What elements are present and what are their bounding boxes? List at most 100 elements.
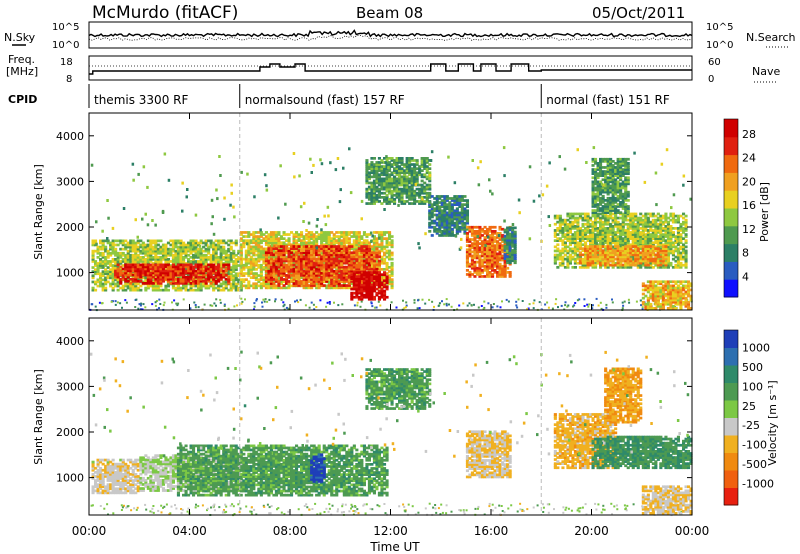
data-cell	[290, 261, 294, 265]
data-cell	[182, 282, 186, 285]
data-cell	[139, 271, 143, 275]
data-cell	[194, 304, 197, 306]
data-cell	[146, 269, 150, 273]
data-cell	[101, 243, 105, 247]
data-cell	[390, 251, 394, 255]
data-cell	[171, 269, 175, 273]
data-cell	[199, 265, 203, 269]
data-cell	[232, 253, 236, 257]
data-cell	[197, 269, 201, 273]
data-cell	[317, 276, 321, 279]
data-cell	[159, 262, 163, 265]
data-cell	[264, 286, 268, 290]
data-cell	[302, 237, 306, 240]
data-cell	[232, 276, 236, 280]
data-cell	[290, 253, 294, 257]
data-cell	[574, 302, 577, 304]
data-cell	[217, 267, 221, 271]
data-cell	[583, 298, 586, 301]
data-cell	[428, 230, 432, 233]
data-cell	[259, 231, 263, 234]
data-cell	[199, 284, 203, 288]
data-cell	[156, 288, 160, 292]
data-cell	[189, 256, 193, 259]
data-cell	[182, 243, 186, 247]
data-cell	[159, 282, 163, 285]
data-cell	[300, 233, 304, 236]
data-cell	[126, 286, 130, 290]
data-cell	[154, 271, 158, 275]
data-cell	[146, 247, 150, 251]
data-cell	[114, 284, 118, 288]
freq-left-bottom-tick: 8	[66, 74, 72, 85]
data-cell	[259, 278, 263, 281]
data-cell	[234, 239, 238, 243]
data-cell	[171, 245, 175, 249]
data-cell	[242, 231, 246, 234]
data-cell	[600, 307, 603, 310]
data-cell	[239, 278, 243, 281]
data-cell	[219, 269, 223, 273]
data-cell	[126, 275, 130, 279]
data-cell	[174, 262, 178, 265]
data-cell	[234, 264, 238, 267]
data-cell	[134, 288, 138, 292]
data-cell	[149, 260, 153, 263]
data-cell	[104, 280, 108, 284]
data-cell	[267, 255, 271, 259]
data-cell	[249, 233, 253, 236]
data-cell	[116, 269, 120, 273]
data-cell	[252, 266, 256, 269]
data-cell	[269, 286, 273, 290]
data-cell	[320, 241, 324, 245]
data-cell	[169, 239, 173, 243]
nsky-label: N.Sky	[4, 31, 36, 44]
data-cell	[493, 225, 497, 229]
data-cell	[290, 249, 294, 253]
data-cell	[106, 249, 110, 253]
data-cell	[131, 265, 135, 269]
data-cell	[214, 267, 218, 271]
data-cell	[114, 258, 118, 261]
data-cell	[149, 258, 153, 261]
data-cell	[259, 247, 263, 251]
data-cell	[149, 275, 153, 279]
data-cell	[551, 307, 554, 310]
data-cell	[154, 243, 158, 247]
data-cell	[482, 308, 485, 311]
data-cell	[131, 241, 135, 245]
data-cell	[141, 269, 145, 273]
data-cell	[307, 280, 311, 284]
data-cell	[224, 286, 228, 290]
data-cell	[179, 269, 183, 273]
data-cell	[194, 251, 198, 255]
data-cell	[232, 280, 236, 284]
data-cell	[91, 274, 95, 278]
data-cell	[192, 249, 196, 253]
data-cell	[375, 247, 379, 250]
data-cell	[121, 284, 125, 288]
data-cell	[315, 266, 319, 269]
data-cell	[169, 277, 173, 281]
data-cell	[166, 269, 170, 273]
data-cell	[222, 245, 226, 249]
data-cell	[134, 258, 138, 261]
data-cell	[224, 280, 228, 284]
data-cell	[209, 241, 213, 245]
data-cell	[144, 253, 148, 257]
data-cell	[641, 308, 644, 311]
data-cell	[192, 269, 196, 273]
data-cell	[264, 266, 268, 269]
data-cell	[121, 273, 125, 277]
data-cell	[222, 288, 226, 292]
data-cell	[252, 249, 256, 253]
data-cell	[222, 280, 226, 284]
data-cell	[292, 249, 296, 253]
data-cell	[156, 282, 160, 285]
data-cell	[232, 270, 236, 273]
data-cell	[242, 257, 246, 261]
data-cell	[176, 260, 180, 263]
data-cell	[322, 261, 326, 265]
data-cell	[207, 277, 211, 281]
data-cell	[277, 237, 281, 240]
